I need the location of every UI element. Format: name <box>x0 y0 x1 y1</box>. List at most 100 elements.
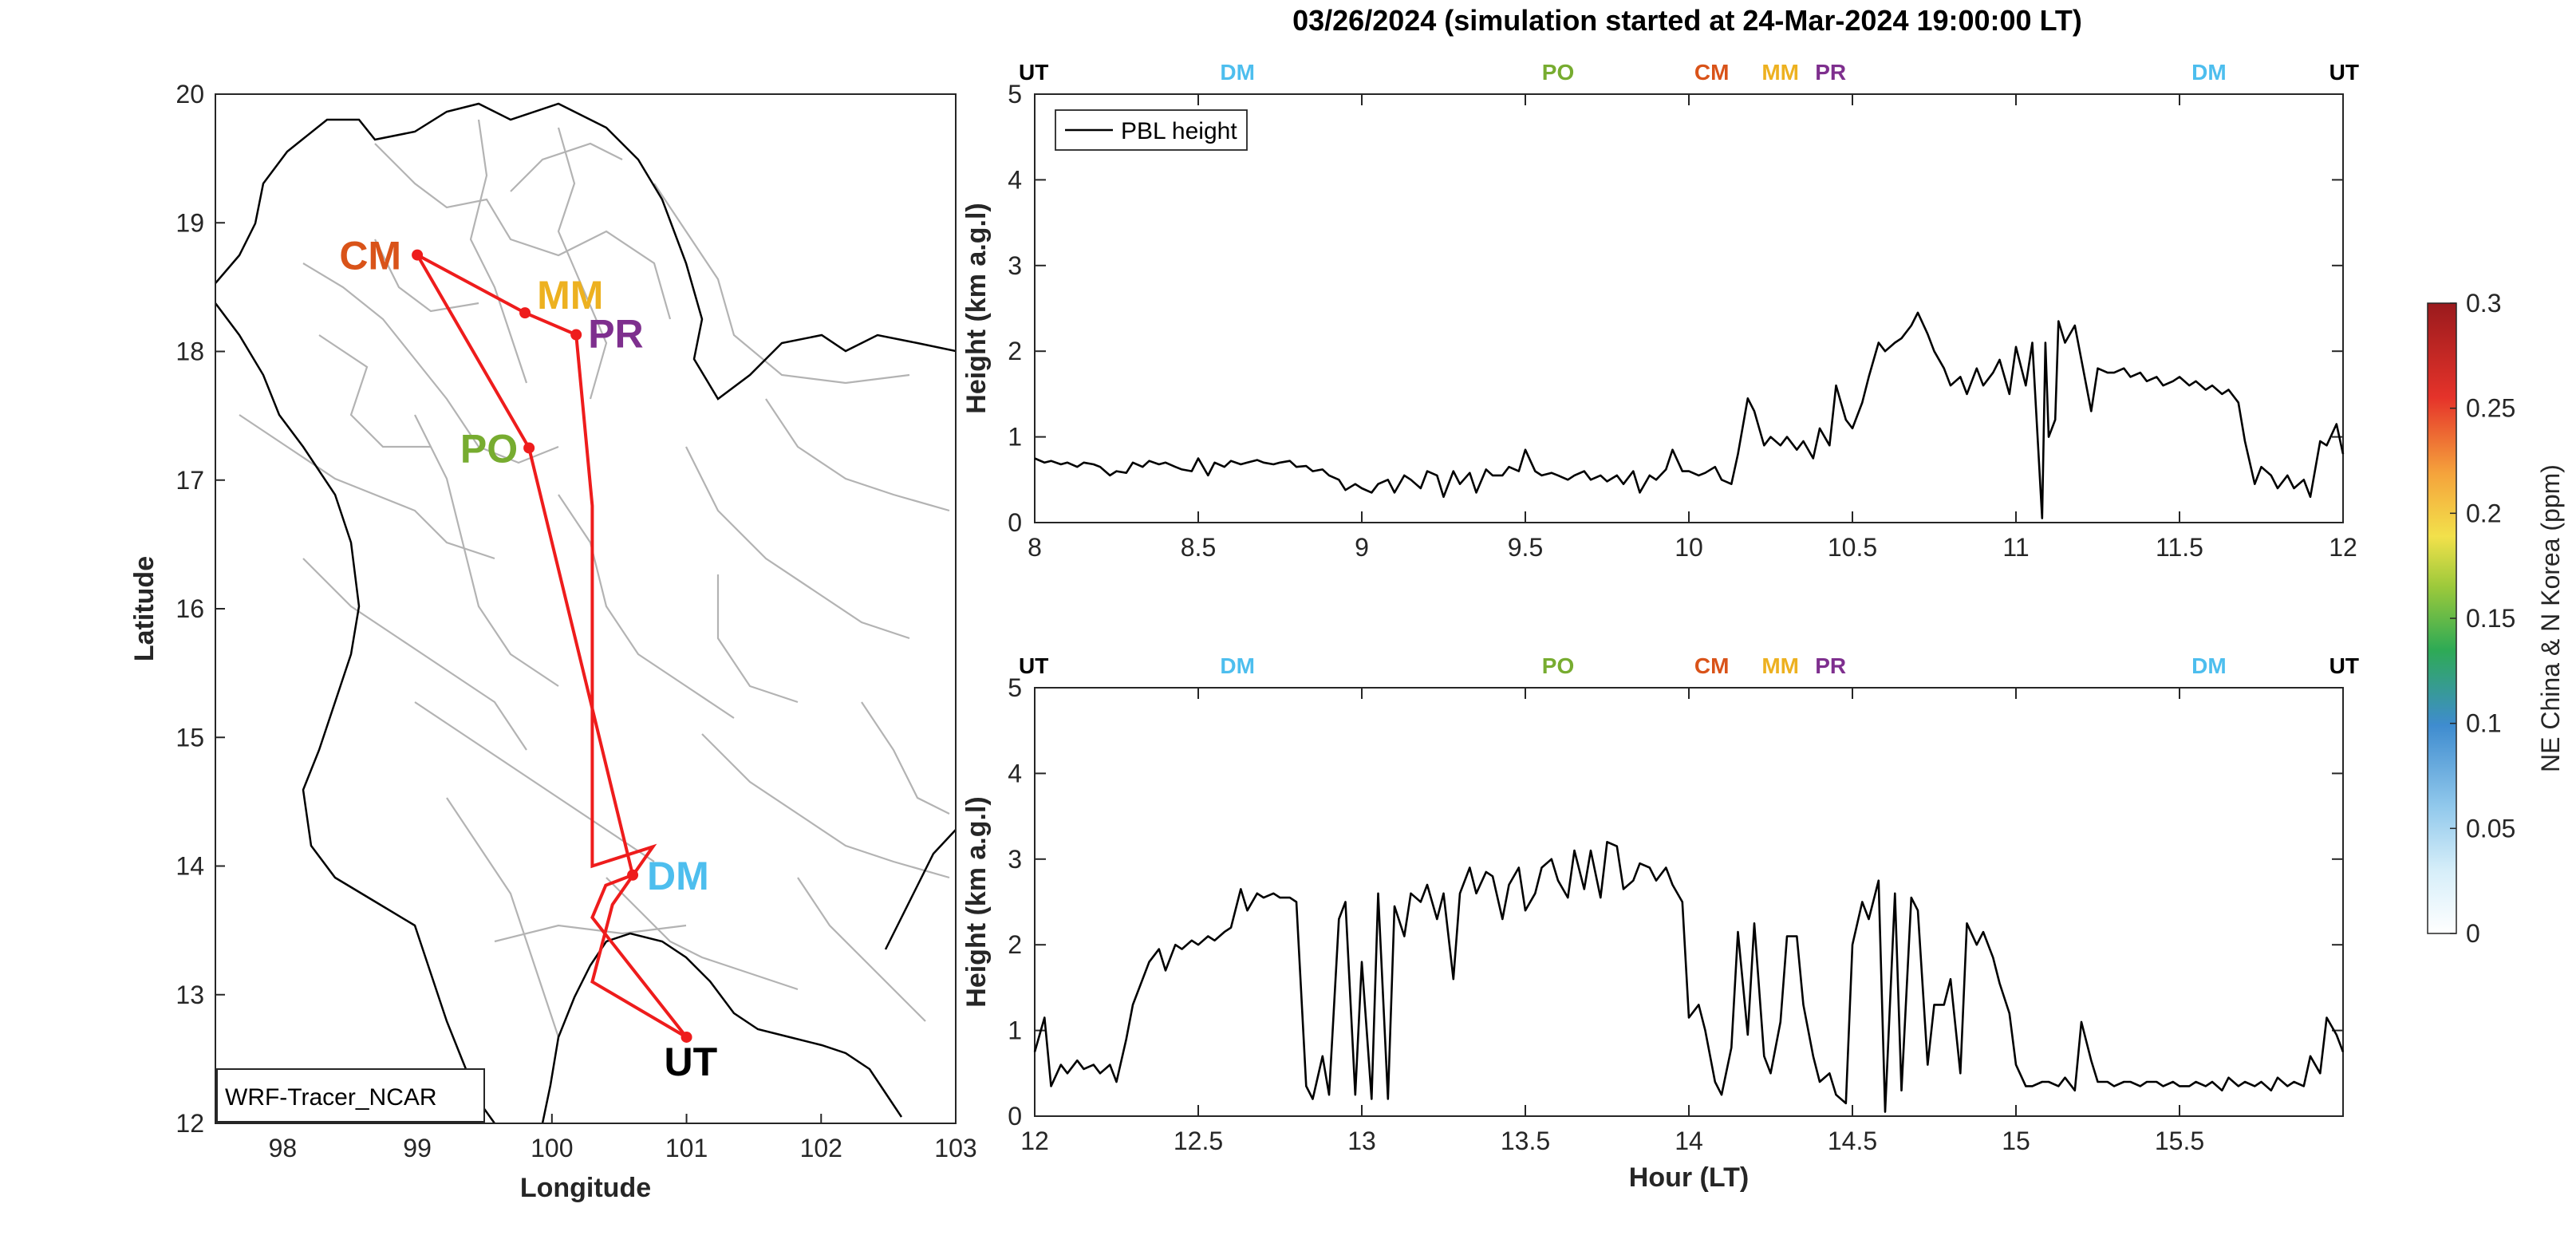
map-ticks: 98 99 100 101 102 103 12 13 14 15 16 17 18 19 20 <box>176 80 976 1162</box>
province-boundaries <box>239 119 950 1038</box>
pbl-height-line <box>1033 841 2345 1113</box>
station-marker-cm <box>412 249 424 261</box>
xtick-label: 15 <box>2002 1127 2030 1155</box>
top-marker-dm: DM <box>1220 60 1255 85</box>
map-ytick-label: 16 <box>176 594 204 623</box>
ylabel: Height (km a.g.l) <box>961 796 992 1007</box>
map-xtick-label: 102 <box>800 1134 842 1162</box>
ylabel: Height (km a.g.l) <box>961 203 992 413</box>
panel-frame <box>1034 93 2344 523</box>
top-marker-mm: MM <box>1761 60 1799 85</box>
station-marker-mm <box>519 307 531 319</box>
map-xtick-label: 101 <box>665 1134 708 1162</box>
ytick-label: 2 <box>1008 337 1022 365</box>
top-marker-ut: UT <box>2329 653 2359 678</box>
xtick-label: 10 <box>1675 533 1703 562</box>
map-ytick-label: 20 <box>176 80 204 109</box>
national-borders <box>215 102 956 1123</box>
top-marker-ut: UT <box>1019 60 1048 85</box>
top-marker-dm: DM <box>2191 653 2227 678</box>
map-geography <box>215 102 956 1123</box>
colorbar-tick-label: 0.05 <box>2466 814 2515 843</box>
map-ytick-label: 15 <box>176 723 204 752</box>
top-marker-cm: CM <box>1694 653 1730 678</box>
xtick-label: 14.5 <box>1828 1127 1877 1155</box>
station-marker-po <box>523 442 535 454</box>
ytick-label: 1 <box>1008 423 1022 452</box>
xtick-label: 12.5 <box>1174 1127 1223 1155</box>
top-marker-po: PO <box>1542 60 1574 85</box>
colorbar-tick-label: 0.25 <box>2466 394 2515 423</box>
panel-frame <box>1034 687 2344 1117</box>
xtick-label: 9.5 <box>1508 533 1543 562</box>
xtick-label: 10.5 <box>1828 533 1877 562</box>
figure-title: 03/26/2024 (simulation started at 24-Mar… <box>1292 4 2082 37</box>
map-xtick-label: 100 <box>531 1134 573 1162</box>
xtick-label: 11 <box>2002 533 2029 562</box>
xtick-label: 8.5 <box>1181 533 1216 562</box>
colorbar-tick-label: 0.2 <box>2466 499 2501 527</box>
flight-route <box>412 251 688 1039</box>
map-ytick-label: 13 <box>176 981 204 1009</box>
map-xlabel: Longitude <box>520 1173 651 1203</box>
map-axes-frame <box>215 93 957 1124</box>
ytick-label: 5 <box>1008 673 1022 702</box>
route-return-line <box>574 334 688 1039</box>
xtick-label: 9 <box>1355 533 1369 562</box>
xlabel: Hour (LT) <box>1629 1162 1749 1193</box>
pbl-height-line <box>1034 311 2345 519</box>
xtick-label: 13 <box>1347 1127 1376 1155</box>
map-ytick-label: 17 <box>176 466 204 495</box>
ytick-label: 3 <box>1008 251 1022 280</box>
ytick-label: 4 <box>1008 165 1022 194</box>
map-ytick-label: 14 <box>176 852 204 881</box>
station-marker-pr <box>570 329 582 341</box>
top-marker-dm: DM <box>2191 60 2227 85</box>
map-xtick-label: 98 <box>269 1134 298 1162</box>
colorbar-tick-label: 0 <box>2466 919 2480 948</box>
ytick-label: 0 <box>1008 508 1022 537</box>
colorbar-ticks: 0.3 0.25 0.2 0.15 0.1 0.05 0 <box>2450 289 2515 948</box>
ytick-label: 0 <box>1008 1102 1022 1131</box>
xtick-label: 13.5 <box>1501 1127 1550 1155</box>
colorbar-tick-label: 0.15 <box>2466 604 2515 633</box>
top-marker-ut: UT <box>2329 60 2359 85</box>
ytick-label: 5 <box>1008 80 1022 109</box>
xtick-label: 15.5 <box>2155 1127 2204 1155</box>
colorbar-label: NE China & N Korea (ppm) <box>2536 464 2565 772</box>
xtick-label: 8 <box>1028 533 1042 562</box>
legend-entry: PBL height <box>1121 118 1237 144</box>
station-marker-ut <box>680 1031 692 1043</box>
station-label-dm: DM <box>647 854 709 898</box>
ytick-label: 3 <box>1008 845 1022 874</box>
map-panel: 98 99 100 101 102 103 12 13 14 15 16 17 18 19 20 Longi… <box>129 80 977 1203</box>
top-marker-ut: UT <box>1019 653 1048 678</box>
station-label-mm: MM <box>537 273 603 318</box>
ytick-label: 4 <box>1008 759 1022 787</box>
map-ylabel: Latitude <box>129 556 160 661</box>
top-marker-pr: PR <box>1815 60 1846 85</box>
map-xtick-label: 103 <box>934 1134 976 1162</box>
top-marker-dm: DM <box>1220 653 1255 678</box>
top-marker-mm: MM <box>1761 653 1799 678</box>
station-label-ut: UT <box>665 1040 718 1084</box>
station-marker-dm <box>627 869 639 881</box>
top-marker-pr: PR <box>1815 653 1846 678</box>
top-marker-cm: CM <box>1694 60 1730 85</box>
route-outbound-line <box>412 251 688 1039</box>
colorbar-tick-label: 0.3 <box>2466 289 2501 318</box>
model-label-box <box>216 1068 485 1123</box>
top-marker-po: PO <box>1542 653 1574 678</box>
model-label: WRF-Tracer_NCAR <box>225 1084 437 1111</box>
xtick-label: 12 <box>1020 1127 1049 1155</box>
xtick-label: 14 <box>1675 1127 1703 1155</box>
ytick-label: 2 <box>1008 930 1022 959</box>
station-label-po: PO <box>460 426 518 471</box>
station-label-pr: PR <box>588 312 643 357</box>
map-ytick-label: 12 <box>176 1109 204 1138</box>
map-ytick-label: 18 <box>176 337 204 366</box>
